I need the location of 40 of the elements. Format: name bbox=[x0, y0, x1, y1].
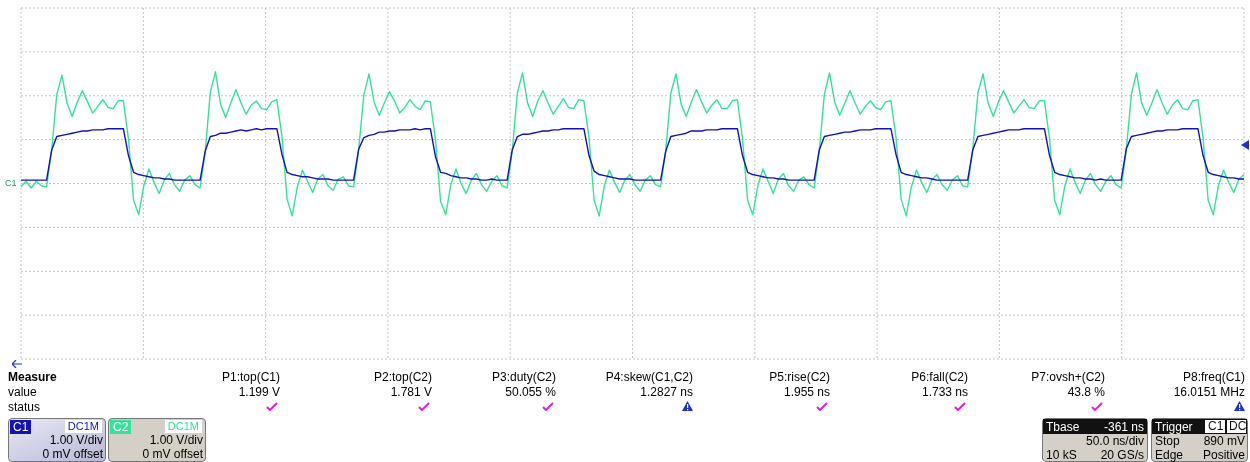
text: Stop bbox=[1155, 434, 1180, 448]
text: DC1M bbox=[64, 420, 102, 433]
text: 16.0151 MHz bbox=[1172, 385, 1245, 399]
text: status bbox=[8, 400, 41, 414]
text: 20 GS/s bbox=[1099, 448, 1144, 462]
text: 50.0 ns/div bbox=[1084, 434, 1144, 448]
text: Tbase bbox=[1046, 420, 1080, 434]
text: Measure bbox=[8, 370, 57, 384]
text: 1.781 V bbox=[389, 385, 432, 399]
text: Edge bbox=[1155, 448, 1184, 462]
text: 890 mV bbox=[1202, 434, 1245, 448]
text: 1.2827 ns bbox=[640, 385, 693, 399]
text: P4:skew(C1,C2) bbox=[605, 370, 693, 384]
text: 10 kS bbox=[1046, 448, 1077, 462]
text: C1 bbox=[5, 177, 17, 190]
text: 1.00 V/div bbox=[148, 433, 203, 447]
text: 1.00 V/div bbox=[48, 433, 103, 447]
text: 1.733 ns bbox=[921, 385, 968, 399]
text: C2 bbox=[110, 420, 132, 434]
text: 50.055 % bbox=[505, 385, 556, 399]
text: 1.955 ns bbox=[783, 385, 830, 399]
text: P2:top(C2) bbox=[372, 370, 432, 384]
text: P3:duty(C2) bbox=[491, 370, 556, 384]
text: 0 mV offset bbox=[141, 447, 203, 461]
text: P8:freq(C1) bbox=[1181, 370, 1245, 384]
text: P1:top(C1) bbox=[220, 370, 280, 384]
text: Positive bbox=[1201, 448, 1245, 462]
text: DC bbox=[1229, 419, 1247, 433]
text: 0 mV offset bbox=[41, 447, 103, 461]
text: 43.8 % bbox=[1067, 385, 1105, 399]
text: DC1M bbox=[164, 420, 202, 433]
text: C1 bbox=[1208, 419, 1224, 433]
text: Trigger bbox=[1155, 420, 1193, 434]
text: P7:ovsh+(C2) bbox=[1031, 370, 1105, 384]
text: value bbox=[8, 385, 37, 399]
text: C1 bbox=[10, 420, 32, 434]
text: P6:fall(C2) bbox=[911, 370, 968, 384]
text: P5:rise(C2) bbox=[769, 370, 830, 384]
text: -361 ns bbox=[1102, 420, 1144, 434]
text: 1.199 V bbox=[237, 385, 280, 399]
